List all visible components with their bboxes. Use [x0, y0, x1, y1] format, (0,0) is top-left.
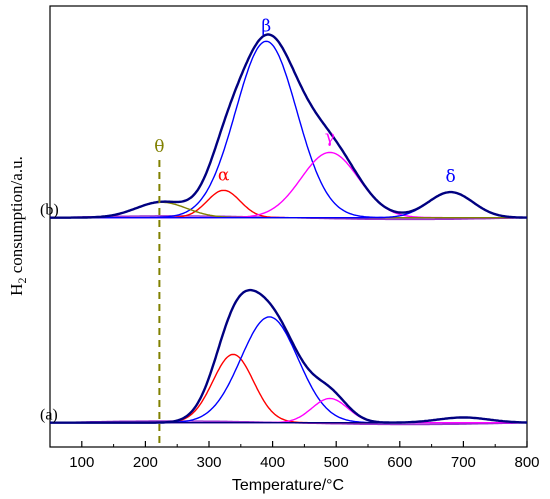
- x-tick-label-500: 500: [324, 454, 349, 471]
- curves-layer: [50, 33, 528, 426]
- peak-label-0-4: δ: [446, 167, 456, 187]
- x-tick-label-200: 200: [133, 454, 158, 471]
- peak-label-0-2: γ: [325, 127, 335, 147]
- component-peak-1-0: [50, 353, 527, 424]
- x-tick-label-700: 700: [451, 454, 476, 471]
- trace-label-1: (a): [40, 407, 58, 424]
- total-envelope-0: [50, 33, 527, 219]
- total-envelope-1: [50, 288, 527, 424]
- peak-label-0-1: β: [261, 16, 271, 36]
- component-peak-0-3: [50, 201, 527, 219]
- component-peak-0-1: [50, 40, 527, 219]
- x-tick-label-400: 400: [260, 454, 285, 471]
- y-axis-title-sub: 2: [15, 278, 29, 284]
- y-axis-title-rest: consumption/a.u.: [7, 156, 26, 277]
- x-tick-label-300: 300: [196, 454, 221, 471]
- component-peak-1-2: [50, 397, 527, 424]
- x-axis-ticks: 100 200 300 400 500 600 700 800: [49, 441, 540, 471]
- peak-labels: α β γ δ (b) (a): [40, 16, 456, 423]
- trace-label-0: (b): [40, 202, 59, 219]
- peak-label-0-0: α: [218, 165, 230, 185]
- x-tick-label-100: 100: [69, 454, 94, 471]
- plot-frame: [49, 5, 528, 448]
- x-tick-label-800: 800: [514, 454, 539, 471]
- x-tick-label-600: 600: [387, 454, 412, 471]
- y-axis-title: H2 consumption/a.u.: [7, 156, 29, 296]
- y-axis-title-main: H: [7, 284, 26, 296]
- theta-label: θ: [154, 137, 164, 157]
- x-axis-title: Temperature/°C: [232, 477, 344, 494]
